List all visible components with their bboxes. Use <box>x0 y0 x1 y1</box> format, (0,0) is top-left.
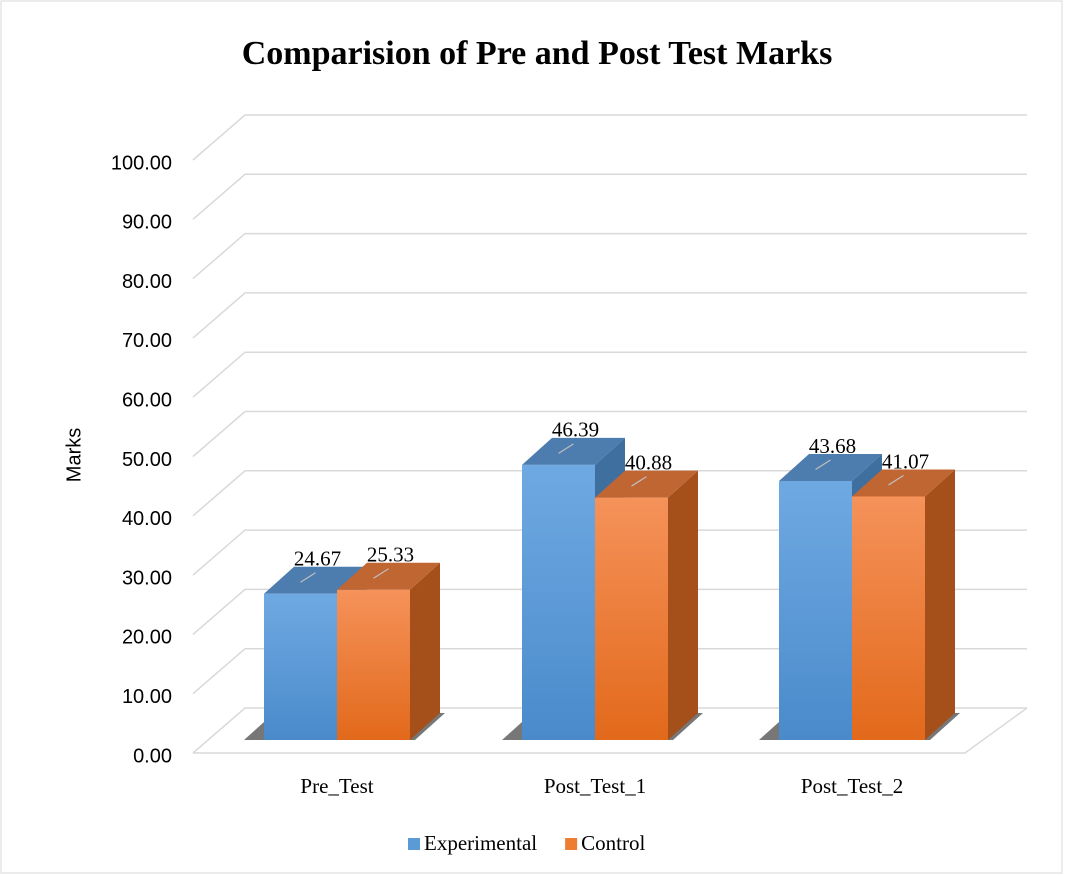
data-label: 46.39 <box>552 418 599 442</box>
legend-label: Experimental <box>424 831 537 855</box>
floor-edge <box>193 707 1028 754</box>
bar-top <box>852 469 955 497</box>
grid-line <box>192 529 1027 576</box>
x-tick-label: Post_Test_1 <box>544 774 646 798</box>
grid-line <box>192 707 1027 754</box>
grid-line <box>192 232 1027 280</box>
bar-side <box>668 470 698 740</box>
bar-side <box>925 469 955 740</box>
y-tick-label: 90.00 <box>122 212 172 234</box>
y-tick-label: 50.00 <box>122 449 172 471</box>
bar-top <box>779 453 882 481</box>
grid-line <box>192 647 1027 695</box>
data-label: 41.07 <box>882 449 929 473</box>
y-tick-label: 30.00 <box>122 567 172 589</box>
bar <box>337 589 410 740</box>
y-tick-label: 100.00 <box>111 152 172 174</box>
y-tick-label: 10.00 <box>122 686 172 708</box>
grid-line <box>192 114 1027 161</box>
y-tick-label: 40.00 <box>122 508 172 530</box>
grid-line <box>192 588 1027 635</box>
chart-title: Comparision of Pre and Post Test Marks <box>242 35 833 72</box>
data-label: 40.88 <box>625 450 672 474</box>
grid-line <box>192 410 1027 458</box>
y-tick-label: 0.00 <box>133 745 172 767</box>
x-tick-label: Pre_Test <box>300 774 373 798</box>
bar-top <box>337 562 440 590</box>
data-label: 43.68 <box>809 434 856 458</box>
y-axis-label: Marks <box>63 428 85 482</box>
bar <box>595 497 668 740</box>
x-tick-label: Post_Test_2 <box>801 774 903 798</box>
grid-line <box>192 351 1027 398</box>
leader-line <box>373 568 389 579</box>
leader-line <box>558 443 574 454</box>
legend-swatch <box>565 838 578 850</box>
bar <box>522 464 595 740</box>
bar <box>852 496 925 740</box>
data-label: 24.67 <box>294 547 341 571</box>
y-tick-label: 80.00 <box>122 271 172 293</box>
legend-swatch <box>408 838 420 850</box>
data-label: 25.33 <box>367 543 414 567</box>
bar <box>264 593 337 740</box>
bar-top <box>595 470 698 498</box>
leader-line <box>888 474 904 486</box>
y-tick-label: 20.00 <box>122 627 172 649</box>
leader-line <box>300 572 316 583</box>
y-tick-label: 60.00 <box>122 389 172 411</box>
legend-label: Control <box>581 831 645 855</box>
bar-top <box>522 437 625 465</box>
grid-line <box>192 470 1027 517</box>
grid-line <box>192 173 1027 220</box>
leader-line <box>815 459 831 470</box>
grid-line <box>192 292 1027 339</box>
bar <box>779 480 852 740</box>
bar-side <box>410 562 440 740</box>
leader-line <box>631 476 647 487</box>
y-tick-label: 70.00 <box>122 330 172 352</box>
